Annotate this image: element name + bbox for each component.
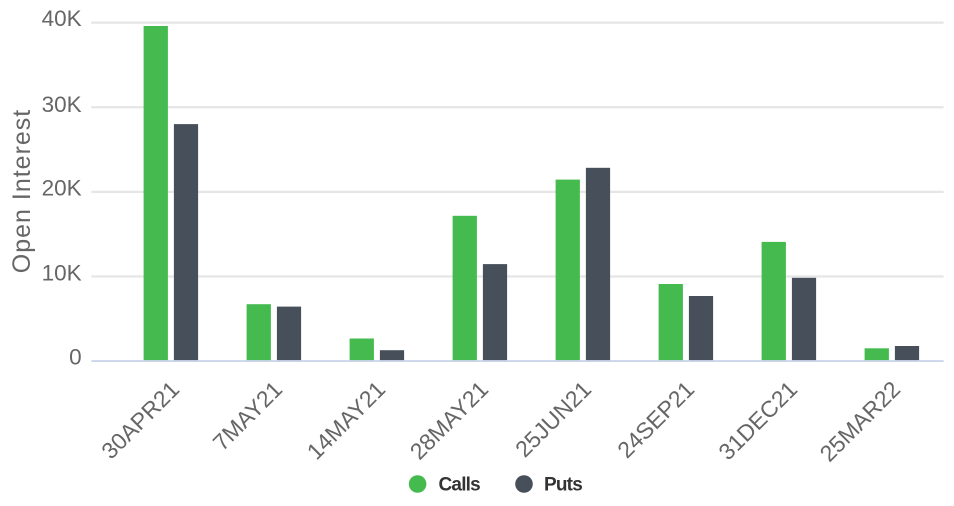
svg-text:20K: 20K	[42, 176, 82, 201]
svg-text:Puts: Puts	[544, 475, 582, 496]
svg-text:Open Interest: Open Interest	[8, 109, 36, 273]
svg-text:10K: 10K	[42, 260, 82, 285]
svg-text:30K: 30K	[42, 92, 82, 117]
svg-text:40K: 40K	[42, 6, 82, 31]
svg-text:0: 0	[69, 344, 82, 369]
svg-text:Calls: Calls	[439, 475, 481, 496]
